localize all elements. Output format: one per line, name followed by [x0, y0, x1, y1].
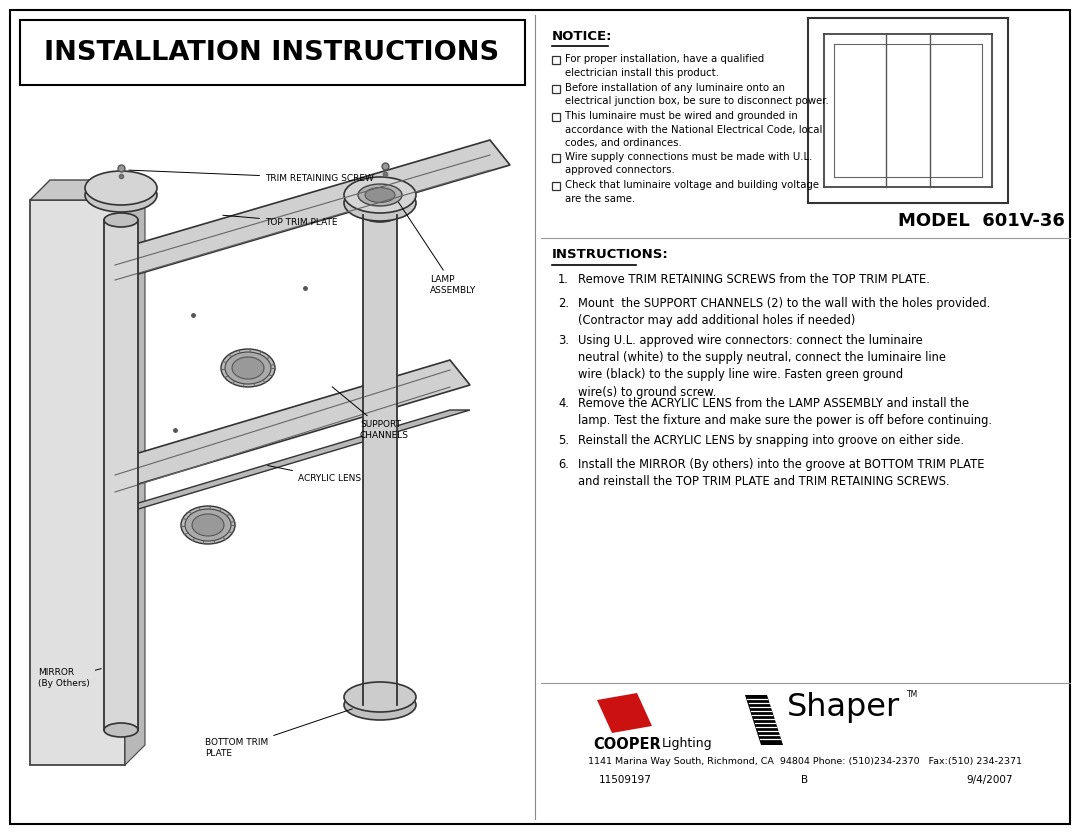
- Bar: [30, 200, 125, 765]
- Text: TM: TM: [907, 690, 918, 699]
- Bar: [363, 215, 397, 705]
- Text: MODEL  601V-36: MODEL 601V-36: [899, 212, 1065, 230]
- Ellipse shape: [225, 352, 271, 384]
- Polygon shape: [745, 695, 783, 745]
- Bar: [552, 56, 561, 64]
- Ellipse shape: [345, 690, 416, 720]
- Text: Mount  the SUPPORT CHANNELS (2) to the wall with the holes provided.
(Contractor: Mount the SUPPORT CHANNELS (2) to the wa…: [578, 297, 990, 327]
- Bar: [552, 113, 561, 121]
- Ellipse shape: [185, 509, 231, 541]
- Ellipse shape: [104, 723, 138, 737]
- Text: Wire supply connections must be made with U.L.
approved connectors.: Wire supply connections must be made wit…: [565, 152, 812, 175]
- Text: COOPER: COOPER: [593, 737, 661, 752]
- Ellipse shape: [345, 682, 416, 712]
- Polygon shape: [114, 410, 470, 510]
- Text: MIRROR
(By Others): MIRROR (By Others): [38, 668, 102, 688]
- Ellipse shape: [363, 208, 397, 222]
- Text: Remove TRIM RETAINING SCREWS from the TOP TRIM PLATE.: Remove TRIM RETAINING SCREWS from the TO…: [578, 273, 930, 286]
- Text: 2.: 2.: [558, 297, 569, 310]
- Ellipse shape: [365, 188, 395, 203]
- Polygon shape: [30, 180, 145, 200]
- Bar: [104, 220, 138, 730]
- Text: Reinstall the ACRYLIC LENS by snapping into groove on either side.: Reinstall the ACRYLIC LENS by snapping i…: [578, 434, 964, 447]
- Ellipse shape: [104, 213, 138, 227]
- Text: For proper installation, have a qualified
electrician install this product.: For proper installation, have a qualifie…: [565, 54, 765, 78]
- Text: B: B: [801, 775, 809, 785]
- Text: 9/4/2007: 9/4/2007: [967, 775, 1013, 785]
- Text: 1141 Marina Way South, Richmond, CA  94804 Phone: (510)234-2370   Fax:(510) 234-: 1141 Marina Way South, Richmond, CA 9480…: [588, 757, 1022, 766]
- Text: LAMP
ASSEMBLY: LAMP ASSEMBLY: [399, 203, 476, 294]
- Text: INSTALLATION INSTRUCTIONS: INSTALLATION INSTRUCTIONS: [44, 40, 500, 66]
- Polygon shape: [597, 693, 652, 733]
- Ellipse shape: [192, 514, 224, 536]
- Text: Lighting: Lighting: [662, 737, 713, 750]
- Ellipse shape: [345, 185, 416, 221]
- Ellipse shape: [85, 178, 157, 212]
- Bar: [552, 153, 561, 162]
- Text: Install the MIRROR (By others) into the groove at BOTTOM TRIM PLATE
and reinstal: Install the MIRROR (By others) into the …: [578, 458, 985, 488]
- Ellipse shape: [232, 357, 264, 379]
- Ellipse shape: [345, 177, 416, 213]
- Text: BOTTOM TRIM
PLATE: BOTTOM TRIM PLATE: [205, 709, 352, 758]
- Text: NOTICE:: NOTICE:: [552, 30, 612, 43]
- Text: Remove the ACRYLIC LENS from the LAMP ASSEMBLY and install the
lamp. Test the fi: Remove the ACRYLIC LENS from the LAMP AS…: [578, 397, 993, 427]
- Bar: [552, 182, 561, 190]
- Text: 5.: 5.: [558, 434, 569, 447]
- Polygon shape: [114, 140, 510, 275]
- Bar: [808, 18, 1008, 203]
- Polygon shape: [114, 485, 135, 510]
- Text: Using U.L. approved wire connectors: connect the luminaire
neutral (white) to th: Using U.L. approved wire connectors: con…: [578, 334, 946, 399]
- Text: 4.: 4.: [558, 397, 569, 410]
- Text: TRIM RETAINING SCREW: TRIM RETAINING SCREW: [129, 170, 374, 183]
- Text: SUPPORT
CHANNELS: SUPPORT CHANNELS: [333, 387, 409, 440]
- Bar: [552, 84, 561, 93]
- Text: 6.: 6.: [558, 458, 569, 471]
- Text: This luminaire must be wired and grounded in
accordance with the National Electr: This luminaire must be wired and grounde…: [565, 111, 822, 148]
- Polygon shape: [114, 360, 470, 485]
- Polygon shape: [125, 180, 145, 765]
- Text: Before installation of any luminaire onto an
electrical junction box, be sure to: Before installation of any luminaire ont…: [565, 83, 828, 106]
- Ellipse shape: [221, 349, 275, 387]
- Text: Shaper: Shaper: [787, 692, 901, 723]
- Ellipse shape: [357, 184, 402, 206]
- Text: 11509197: 11509197: [598, 775, 651, 785]
- Text: 1.: 1.: [558, 273, 569, 286]
- Text: TOP TRIM PLATE: TOP TRIM PLATE: [222, 215, 337, 227]
- Text: INSTRUCTIONS:: INSTRUCTIONS:: [552, 248, 669, 261]
- Ellipse shape: [85, 171, 157, 205]
- Text: 3.: 3.: [558, 334, 569, 347]
- Polygon shape: [114, 275, 135, 300]
- Text: ACRYLIC LENS: ACRYLIC LENS: [268, 465, 361, 483]
- Bar: [21, 20, 525, 85]
- Ellipse shape: [181, 506, 235, 544]
- Text: Check that luminaire voltage and building voltage
are the same.: Check that luminaire voltage and buildin…: [565, 180, 819, 203]
